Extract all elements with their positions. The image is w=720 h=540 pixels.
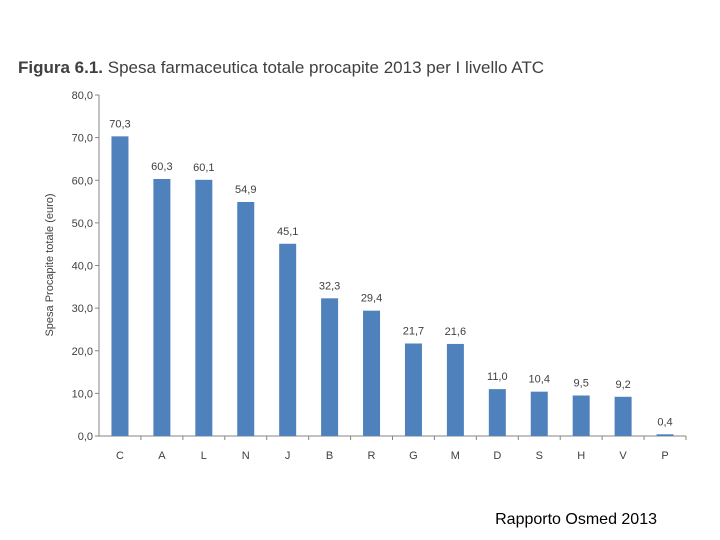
x-category-label-a: A: [158, 450, 166, 462]
x-category-label-n: N: [242, 450, 250, 462]
value-label-j: 45,1: [277, 226, 298, 238]
bar-d: [488, 389, 506, 436]
value-label-g: 21,7: [403, 326, 424, 338]
bar-j: [279, 243, 297, 436]
bar-a: [153, 178, 171, 436]
value-label-m: 21,6: [445, 326, 466, 338]
value-label-h: 9,5: [574, 378, 589, 390]
y-axis-ticks: 0,0 10,0 20,0 30,0 40,0 50,0 60,0 70,0 80,0: [72, 90, 99, 443]
x-category-label-c: C: [116, 450, 124, 462]
y-tick-label: 40,0: [72, 261, 93, 273]
x-category-label-s: S: [536, 450, 543, 462]
x-category-label-l: L: [201, 450, 207, 462]
bar-c: [111, 136, 129, 436]
x-category-label-d: D: [493, 450, 501, 462]
x-category-label-h: H: [577, 450, 585, 462]
y-tick-label: 80,0: [72, 90, 93, 102]
y-tick-label: 0,0: [78, 431, 93, 443]
y-tick-label: 70,0: [72, 133, 93, 145]
x-category-label-v: V: [619, 450, 627, 462]
x-category-label-p: P: [661, 450, 668, 462]
value-label-c: 70,3: [109, 118, 130, 130]
value-label-l: 60,1: [193, 162, 214, 174]
bar-g: [404, 343, 422, 436]
x-category-label-g: G: [409, 450, 418, 462]
x-category-label-j: J: [285, 450, 291, 462]
value-labels: 70,3 60,3 60,1 54,9 45,1 32,3 29,4 21,7 21,6 11,0…: [109, 118, 672, 428]
value-label-v: 9,2: [615, 379, 630, 391]
value-label-r: 29,4: [361, 293, 382, 305]
y-tick-label: 50,0: [72, 218, 93, 230]
value-label-a: 60,3: [151, 161, 172, 173]
y-axis-label: Spesa Procapite totale (euro): [44, 193, 56, 336]
y-tick-label: 30,0: [72, 303, 93, 315]
value-label-p: 0,4: [657, 416, 672, 428]
value-label-b: 32,3: [319, 280, 340, 292]
value-label-d: 11,0: [487, 371, 508, 383]
value-label-n: 54,9: [235, 184, 256, 196]
bar-p: [656, 434, 674, 436]
bar-m: [446, 343, 464, 436]
y-tick-label: 10,0: [72, 388, 93, 400]
bar-v: [614, 396, 632, 436]
y-tick-label: 20,0: [72, 346, 93, 358]
figure-caption: Spesa farmaceutica totale procapite 2013…: [107, 58, 545, 77]
bar-l: [195, 179, 213, 437]
bar-s: [530, 391, 548, 436]
chart-title: Figura 6.1. Spesa farmaceutica totale pr…: [18, 58, 544, 78]
footer-source: Rapporto Osmed 2013: [495, 511, 657, 528]
bar-b: [321, 298, 339, 436]
value-label-s: 10,4: [529, 374, 550, 386]
bar-r: [363, 310, 381, 436]
x-category-label-r: R: [368, 450, 376, 462]
bars: [111, 136, 674, 437]
y-tick-label: 60,0: [72, 175, 93, 187]
bar-h: [572, 395, 590, 436]
x-category-label-m: M: [451, 450, 460, 462]
x-category-label-b: B: [326, 450, 333, 462]
bar-n: [237, 201, 255, 436]
figure-number: Figura 6.1.: [18, 58, 104, 77]
